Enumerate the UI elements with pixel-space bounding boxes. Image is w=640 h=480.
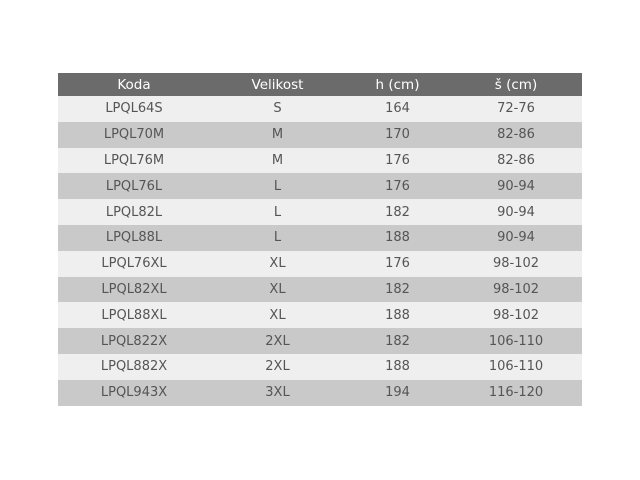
cell-koda: LPQL88XL [58,302,210,329]
cell-koda: LPQL64S [58,96,210,122]
cell-width: 90-94 [450,224,582,251]
cell-width: 90-94 [450,173,582,200]
cell-height: 164 [345,96,450,122]
cell-height: 188 [345,302,450,329]
table-row: LPQL88L L 188 90-94 [58,224,582,251]
cell-height: 176 [345,147,450,174]
cell-width: 82-86 [450,147,582,174]
cell-width: 106-110 [450,353,582,380]
table-row: LPQL822X 2XL 182 106-110 [58,328,582,354]
header-height: h (cm) [345,73,450,96]
cell-height: 176 [345,173,450,200]
cell-width: 98-102 [450,276,582,303]
cell-koda: LPQL882X [58,353,210,380]
cell-height: 188 [345,224,450,251]
cell-velikost: XL [210,302,345,329]
cell-velikost: L [210,173,345,200]
cell-width: 72-76 [450,96,582,122]
cell-koda: LPQL82L [58,199,210,225]
header-velikost: Velikost [210,73,345,96]
header-width: š (cm) [450,73,582,96]
table-row: LPQL82XL XL 182 98-102 [58,276,582,303]
cell-height: 182 [345,328,450,354]
cell-height: 194 [345,379,450,406]
cell-velikost: L [210,224,345,251]
table-row: LPQL76L L 176 90-94 [58,173,582,200]
cell-koda: LPQL76M [58,147,210,174]
cell-koda: LPQL88L [58,224,210,251]
cell-height: 182 [345,199,450,225]
table-row: LPQL882X 2XL 188 106-110 [58,353,582,380]
cell-velikost: M [210,147,345,174]
cell-width: 116-120 [450,379,582,406]
cell-velikost: M [210,121,345,148]
cell-height: 182 [345,276,450,303]
cell-height: 176 [345,250,450,277]
table-row: LPQL88XL XL 188 98-102 [58,302,582,329]
cell-width: 90-94 [450,199,582,225]
cell-width: 98-102 [450,302,582,329]
cell-width: 106-110 [450,328,582,354]
table-row: LPQL64S S 164 72-76 [58,96,582,122]
cell-width: 82-86 [450,121,582,148]
cell-height: 170 [345,121,450,148]
table-row: LPQL943X 3XL 194 116-120 [58,379,582,406]
cell-velikost: 2XL [210,328,345,354]
cell-koda: LPQL943X [58,379,210,406]
cell-koda: LPQL82XL [58,276,210,303]
cell-koda: LPQL76L [58,173,210,200]
cell-koda: LPQL76XL [58,250,210,277]
table-row: LPQL76XL XL 176 98-102 [58,250,582,277]
table-row: LPQL82L L 182 90-94 [58,199,582,225]
table-header-row: Koda Velikost h (cm) š (cm) [58,73,582,96]
cell-width: 98-102 [450,250,582,277]
cell-koda: LPQL822X [58,328,210,354]
cell-velikost: 3XL [210,379,345,406]
header-koda: Koda [58,73,210,96]
cell-velikost: 2XL [210,353,345,380]
cell-velikost: XL [210,276,345,303]
size-table: Koda Velikost h (cm) š (cm) LPQL64S S 164 7… [58,73,582,406]
cell-velikost: XL [210,250,345,277]
cell-height: 188 [345,353,450,380]
cell-koda: LPQL70M [58,121,210,148]
cell-velikost: S [210,96,345,122]
table-row: LPQL76M M 176 82-86 [58,147,582,174]
cell-velikost: L [210,199,345,225]
table-row: LPQL70M M 170 82-86 [58,121,582,148]
